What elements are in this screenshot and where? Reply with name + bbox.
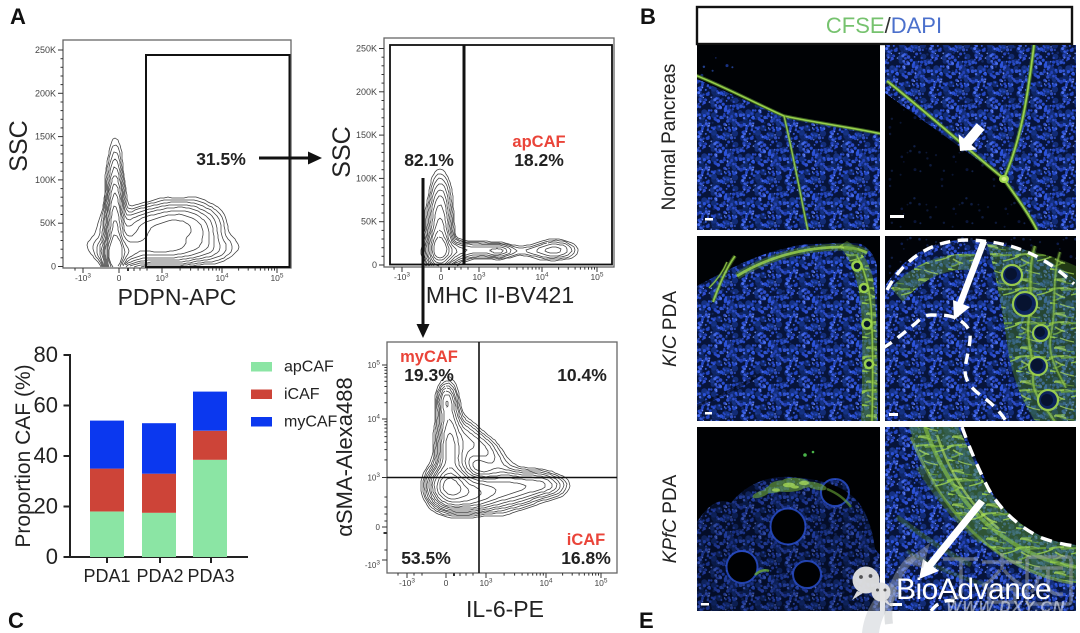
svg-text:BioAdvance: BioAdvance (896, 573, 1051, 606)
svg-text:IL-6-PE: IL-6-PE (466, 596, 544, 622)
svg-text:104: 104 (367, 414, 380, 425)
svg-text:myCAF: myCAF (400, 348, 458, 366)
svg-text:200K: 200K (35, 88, 56, 98)
svg-text:105: 105 (270, 273, 283, 284)
svg-text:82.1%: 82.1% (404, 150, 454, 170)
svg-text:103: 103 (155, 273, 168, 284)
svg-text:PDA3: PDA3 (187, 566, 234, 586)
svg-text:103: 103 (479, 578, 492, 589)
svg-text:105: 105 (594, 578, 607, 589)
svg-text:iCAF: iCAF (567, 531, 606, 549)
svg-text:A: A (10, 4, 26, 29)
svg-text:250K: 250K (356, 44, 377, 54)
svg-text:50K: 50K (40, 218, 56, 228)
svg-text:KIC PDA: KIC PDA (660, 291, 681, 367)
svg-text:31.5%: 31.5% (196, 149, 246, 169)
svg-text:0: 0 (444, 578, 449, 588)
svg-text:apCAF: apCAF (512, 133, 565, 151)
svg-text:60: 60 (34, 393, 58, 418)
svg-text:100K: 100K (35, 175, 56, 185)
svg-text:PDPN-APC: PDPN-APC (118, 284, 237, 310)
svg-text:105: 105 (367, 360, 380, 371)
svg-text:-103: -103 (365, 560, 381, 571)
svg-text:PDA1: PDA1 (83, 566, 130, 586)
svg-text:10.4%: 10.4% (557, 365, 607, 385)
svg-text:80: 80 (34, 342, 58, 367)
svg-text:53.5%: 53.5% (401, 548, 451, 568)
svg-text:αSMA-Alexa488: αSMA-Alexa488 (332, 377, 357, 536)
svg-text:-103: -103 (394, 272, 410, 283)
svg-text:104: 104 (535, 272, 548, 283)
svg-text:myCAF: myCAF (284, 414, 338, 431)
svg-text:100K: 100K (356, 173, 377, 183)
svg-text:0: 0 (117, 273, 122, 283)
svg-text:150K: 150K (35, 132, 56, 142)
svg-text:apCAF: apCAF (284, 359, 334, 376)
svg-text:0: 0 (46, 544, 58, 569)
svg-text:KPfC PDA: KPfC PDA (660, 474, 681, 563)
svg-text:0: 0 (372, 260, 377, 270)
svg-text:CFSE/DAPI: CFSE/DAPI (826, 13, 942, 38)
svg-text:250K: 250K (35, 45, 56, 55)
svg-text:19.3%: 19.3% (404, 365, 454, 385)
svg-text:MHC II-BV421: MHC II-BV421 (426, 282, 574, 308)
svg-text:C: C (8, 608, 24, 633)
svg-text:SSC: SSC (328, 126, 356, 177)
svg-text:SSC: SSC (5, 120, 33, 171)
svg-text:PDA2: PDA2 (136, 566, 183, 586)
svg-text:0: 0 (439, 272, 444, 282)
svg-text:18.2%: 18.2% (514, 150, 564, 170)
svg-text:iCAF: iCAF (284, 386, 320, 403)
svg-text:104: 104 (215, 273, 228, 284)
svg-text:16.8%: 16.8% (561, 548, 611, 568)
svg-text:103: 103 (367, 472, 380, 483)
svg-text:200K: 200K (356, 87, 377, 97)
svg-text:E: E (639, 608, 654, 633)
svg-text:-103: -103 (75, 273, 91, 284)
svg-text:40: 40 (34, 443, 58, 468)
svg-text:105: 105 (590, 272, 603, 283)
svg-text:B: B (640, 4, 656, 29)
svg-text:150K: 150K (356, 130, 377, 140)
svg-text:Normal Pancreas: Normal Pancreas (659, 64, 680, 211)
svg-text:104: 104 (539, 578, 552, 589)
svg-text:103: 103 (472, 272, 485, 283)
svg-text:0: 0 (51, 262, 56, 272)
svg-text:-103: -103 (399, 578, 415, 589)
svg-text:50K: 50K (361, 217, 377, 227)
svg-text:0: 0 (376, 523, 381, 532)
svg-text:WWW.DXY.CN: WWW.DXY.CN (946, 599, 1065, 616)
svg-text:Proportion CAF (%): Proportion CAF (%) (12, 364, 35, 547)
svg-text:20: 20 (34, 494, 58, 519)
